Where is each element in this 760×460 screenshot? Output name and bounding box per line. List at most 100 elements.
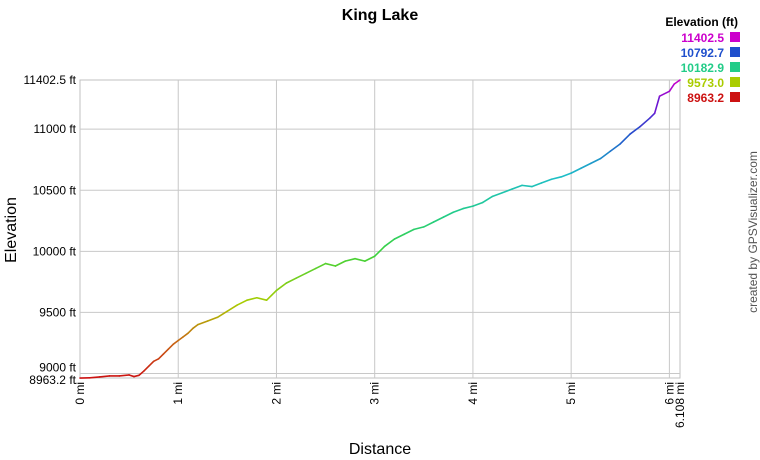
elevation-segment (629, 125, 641, 135)
elevation-segment (570, 167, 582, 174)
legend-entry-label: 10792.7 (681, 46, 725, 60)
elevation-segment (147, 360, 155, 367)
elevation-segment (442, 211, 455, 218)
elevation-segment (295, 272, 307, 280)
elevation-segment (143, 365, 150, 372)
elevation-segment (162, 348, 170, 355)
elevation-segment (246, 296, 258, 302)
elevation-segment (383, 238, 396, 248)
elevation-segment (413, 226, 425, 231)
legend-swatch (730, 77, 740, 87)
x-tick-label: 4 mi (466, 382, 480, 405)
elevation-segment (354, 257, 366, 262)
elevation-segment (192, 323, 199, 330)
elevation-segment (393, 233, 405, 240)
legend-swatch (730, 62, 740, 72)
elevation-segment (89, 376, 101, 379)
x-tick-label: 5 mi (564, 382, 578, 405)
y-tick-label: 10500 ft (33, 183, 77, 197)
elevation-segment (580, 162, 592, 170)
legend-title: Elevation (ft) (665, 15, 738, 29)
y-tick-label: 11402.5 ft (24, 73, 77, 87)
elevation-segment (481, 195, 494, 204)
credit-text: created by GPSVisualizer.com (746, 151, 760, 313)
elevation-segment (423, 221, 435, 228)
elevation-segment (206, 316, 219, 322)
elevation-segment (182, 332, 189, 338)
x-tick-label: 6.108 mi (673, 382, 687, 428)
elevation-segment (511, 184, 523, 190)
legend-swatch (730, 47, 740, 57)
elevation-segment (521, 184, 533, 188)
elevation-segment (285, 277, 297, 284)
elevation-segment (172, 339, 180, 345)
elevation-segment (658, 90, 671, 97)
elevation-segment (118, 374, 130, 377)
elevation-segment (590, 157, 602, 165)
elevation-segment (128, 374, 135, 378)
elevation-segment (256, 296, 268, 302)
elevation-segment (236, 299, 248, 306)
elevation-segment (138, 370, 145, 377)
legend-swatch (730, 92, 740, 102)
elevation-segment (265, 294, 273, 302)
elevation-segment (599, 150, 612, 160)
legend-entry-label: 9573.0 (687, 76, 724, 90)
elevation-segment (344, 257, 356, 262)
elevation-segment (673, 79, 681, 85)
legend-entry-label: 10182.9 (681, 61, 725, 75)
y-tick-label: 11000 ft (34, 122, 77, 136)
y-axis-title: Elevation (3, 197, 20, 263)
elevation-segment (177, 336, 184, 342)
elevation-segment (324, 262, 337, 267)
plot-frame (79, 79, 681, 379)
elevation-line (79, 79, 681, 379)
elevation-segment (609, 143, 622, 152)
elevation-segment (314, 262, 327, 270)
elevation-segment (197, 320, 209, 326)
elevation-segment (639, 117, 651, 128)
elevation-segment (167, 343, 175, 350)
elevation-segment (275, 282, 288, 292)
elevation-segment (270, 289, 278, 297)
elevation-segment (531, 182, 543, 188)
elevation-segment (452, 207, 464, 214)
elevation-segment (305, 267, 317, 275)
x-tick-label: 0 mi (73, 382, 87, 405)
y-tick-label: 8963.2 ft (29, 373, 76, 387)
x-tick-labels: 0 mi 1 mi 2 mi 3 mi 4 mi 5 mi 6 mi6.108 mi (73, 382, 687, 428)
elevation-segment (501, 188, 514, 194)
elevation-segment (550, 176, 563, 181)
elevation-segment (472, 201, 484, 207)
elevation-segment (648, 112, 656, 119)
x-tick-label: 3 mi (368, 382, 382, 405)
y-tick-label: 9000 ft (39, 361, 76, 375)
elevation-segment (462, 205, 474, 210)
elevation-segment (403, 228, 415, 236)
elevation-segment (364, 255, 376, 262)
y-tick-label: 10000 ft (33, 244, 77, 258)
elevation-segment (653, 95, 661, 115)
elevation-segment (157, 353, 165, 360)
elevation-segment (226, 304, 238, 312)
elevation-segment (373, 245, 386, 258)
legend-swatch (730, 32, 740, 42)
elevation-segment (432, 216, 445, 223)
elevation-segment (491, 191, 504, 198)
elevation-segment (668, 83, 676, 93)
elevation-segment (133, 374, 140, 378)
x-tick-label: 1 mi (171, 382, 185, 405)
y-tick-label: 9500 ft (39, 305, 76, 319)
elevation-segment (187, 327, 194, 334)
x-tick-label: 6 mi (662, 382, 676, 405)
x-tick-label: 2 mi (269, 382, 283, 405)
elevation-segment (540, 178, 553, 184)
elevation-segment (560, 172, 572, 178)
elevation-segment (334, 260, 347, 267)
legend-entry-label: 8963.2 (687, 91, 724, 105)
legend-entry-label: 11402.5 (681, 31, 724, 45)
elevation-segment (619, 133, 631, 145)
